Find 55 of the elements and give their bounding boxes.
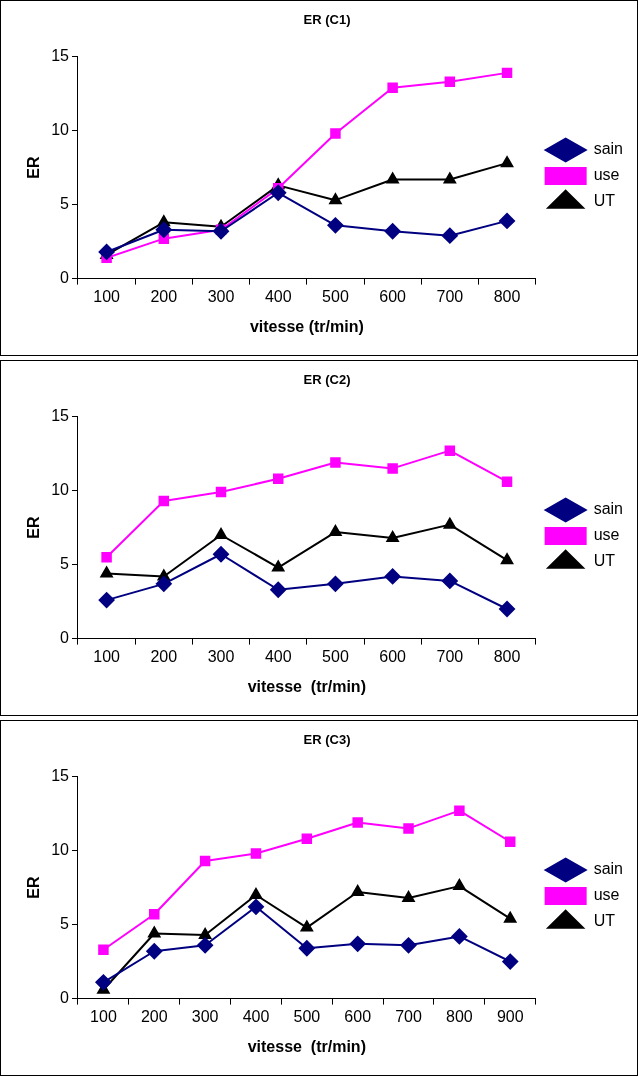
x-axis-title: vitesse (tr/min): [249, 317, 364, 335]
legend-label: sain: [593, 500, 624, 518]
x-axis-title: vitesse (tr/min): [247, 677, 366, 695]
x-tick-label: 400: [264, 287, 292, 305]
y-tick-label: 5: [60, 195, 70, 213]
chart-title: ER (C1): [303, 12, 351, 28]
x-axis-title: vitesse (tr/min): [247, 1037, 366, 1055]
chart-title: ER (C2): [303, 372, 351, 388]
y-tick-label: 10: [51, 121, 70, 139]
x-tick-label: 500: [322, 647, 349, 665]
y-tick-label: 0: [60, 629, 70, 647]
y-tick-label: 5: [60, 555, 70, 573]
x-tick-label: 700: [395, 1007, 422, 1025]
legend-label: use: [593, 886, 620, 904]
x-tick-label: 800: [493, 287, 521, 305]
x-tick-label: 600: [379, 287, 407, 305]
legend-label: sain: [593, 860, 624, 878]
x-tick-label: 300: [207, 647, 235, 665]
x-tick-label: 300: [191, 1007, 219, 1025]
legend-label: UT: [593, 192, 616, 210]
y-axis-title: ER: [25, 516, 43, 539]
y-tick-label: 5: [60, 915, 70, 933]
x-tick-label: 200: [150, 287, 178, 305]
x-tick-label: 900: [496, 1007, 524, 1025]
x-tick-label: 800: [446, 1007, 473, 1025]
x-tick-label: 700: [436, 287, 464, 305]
y-axis-title: ER: [25, 156, 43, 179]
y-tick-label: 10: [51, 841, 70, 859]
y-tick-label: 10: [51, 481, 70, 499]
y-tick-label: 0: [60, 269, 70, 287]
x-tick-label: 400: [242, 1007, 270, 1025]
y-tick-label: 15: [51, 407, 70, 425]
x-tick-label: 600: [344, 1007, 372, 1025]
x-tick-label: 100: [93, 287, 121, 305]
chart-title: ER (C3): [303, 732, 351, 748]
x-tick-label: 100: [93, 647, 121, 665]
legend-label: UT: [593, 912, 616, 930]
y-tick-label: 15: [51, 47, 70, 65]
x-tick-label: 200: [150, 647, 178, 665]
x-tick-label: 600: [379, 647, 407, 665]
x-tick-label: 200: [140, 1007, 168, 1025]
x-tick-label: 400: [264, 647, 292, 665]
legend-label: UT: [593, 552, 616, 570]
y-axis-title: ER: [25, 876, 43, 899]
x-tick-label: 500: [293, 1007, 321, 1025]
legend-label: use: [593, 166, 620, 184]
legend-label: sain: [593, 140, 624, 158]
x-tick-label: 300: [207, 287, 235, 305]
legend-label: use: [593, 526, 620, 544]
x-tick-label: 500: [322, 287, 349, 305]
y-tick-label: 0: [60, 989, 70, 1007]
x-tick-label: 700: [436, 647, 464, 665]
y-tick-label: 15: [51, 767, 70, 785]
x-tick-label: 100: [90, 1007, 117, 1025]
x-tick-label: 800: [493, 647, 521, 665]
